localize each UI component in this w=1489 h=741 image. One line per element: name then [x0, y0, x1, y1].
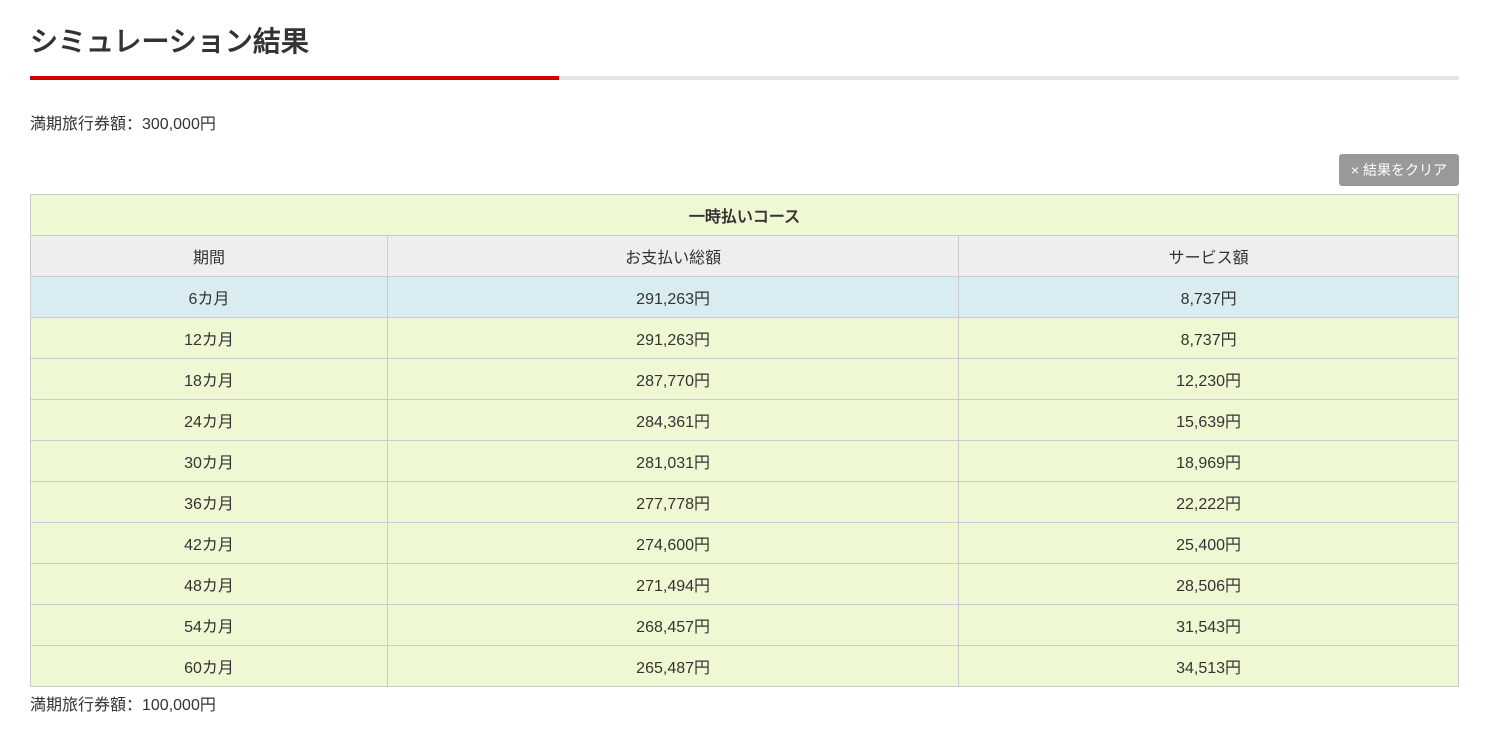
cell-period: 42カ月: [31, 523, 388, 564]
cell-payment: 291,263円: [388, 318, 959, 359]
cell-payment: 284,361円: [388, 400, 959, 441]
cell-service: 22,222円: [959, 482, 1459, 523]
table-header-row: 期間 お支払い総額 サービス額: [31, 236, 1459, 277]
cell-payment: 265,487円: [388, 646, 959, 687]
cell-period: 12カ月: [31, 318, 388, 359]
cell-period: 30カ月: [31, 441, 388, 482]
cell-payment: 287,770円: [388, 359, 959, 400]
column-header-period: 期間: [31, 236, 388, 277]
cell-payment: 277,778円: [388, 482, 959, 523]
cell-payment: 274,600円: [388, 523, 959, 564]
cell-service: 18,969円: [959, 441, 1459, 482]
page-title: シミュレーション結果: [30, 20, 1459, 60]
table-body: 6カ月291,263円8,737円12カ月291,263円8,737円18カ月2…: [31, 277, 1459, 687]
title-underline-accent: [30, 76, 559, 80]
cell-service: 34,513円: [959, 646, 1459, 687]
title-underline: [30, 76, 1459, 80]
table-title: 一時払いコース: [31, 195, 1459, 236]
cell-service: 31,543円: [959, 605, 1459, 646]
simulation-table: 一時払いコース 期間 お支払い総額 サービス額 6カ月291,263円8,737…: [30, 194, 1459, 687]
table-row: 12カ月291,263円8,737円: [31, 318, 1459, 359]
cell-period: 18カ月: [31, 359, 388, 400]
column-header-service: サービス額: [959, 236, 1459, 277]
cell-service: 8,737円: [959, 318, 1459, 359]
cell-service: 12,230円: [959, 359, 1459, 400]
cell-period: 60カ月: [31, 646, 388, 687]
table-row: 48カ月271,494円28,506円: [31, 564, 1459, 605]
table-row: 60カ月265,487円34,513円: [31, 646, 1459, 687]
table-row: 18カ月287,770円12,230円: [31, 359, 1459, 400]
table-row: 42カ月274,600円25,400円: [31, 523, 1459, 564]
cell-period: 24カ月: [31, 400, 388, 441]
table-row: 54カ月268,457円31,543円: [31, 605, 1459, 646]
cell-payment: 268,457円: [388, 605, 959, 646]
cell-payment: 271,494円: [388, 564, 959, 605]
cell-service: 15,639円: [959, 400, 1459, 441]
clear-button-row: × 結果をクリア: [30, 154, 1459, 186]
cell-period: 48カ月: [31, 564, 388, 605]
cell-service: 25,400円: [959, 523, 1459, 564]
cell-service: 8,737円: [959, 277, 1459, 318]
column-header-payment: お支払い総額: [388, 236, 959, 277]
cell-payment: 291,263円: [388, 277, 959, 318]
clear-results-button[interactable]: × 結果をクリア: [1339, 154, 1459, 186]
cell-period: 54カ月: [31, 605, 388, 646]
maturity-amount-top: 満期旅行券額：300,000円: [30, 110, 1459, 134]
table-row: 24カ月284,361円15,639円: [31, 400, 1459, 441]
cell-service: 28,506円: [959, 564, 1459, 605]
cell-period: 36カ月: [31, 482, 388, 523]
table-row: 36カ月277,778円22,222円: [31, 482, 1459, 523]
table-row: 30カ月281,031円18,969円: [31, 441, 1459, 482]
table-row: 6カ月291,263円8,737円: [31, 277, 1459, 318]
maturity-amount-bottom: 満期旅行券額：100,000円: [30, 691, 1459, 715]
cell-period: 6カ月: [31, 277, 388, 318]
table-title-row: 一時払いコース: [31, 195, 1459, 236]
cell-payment: 281,031円: [388, 441, 959, 482]
